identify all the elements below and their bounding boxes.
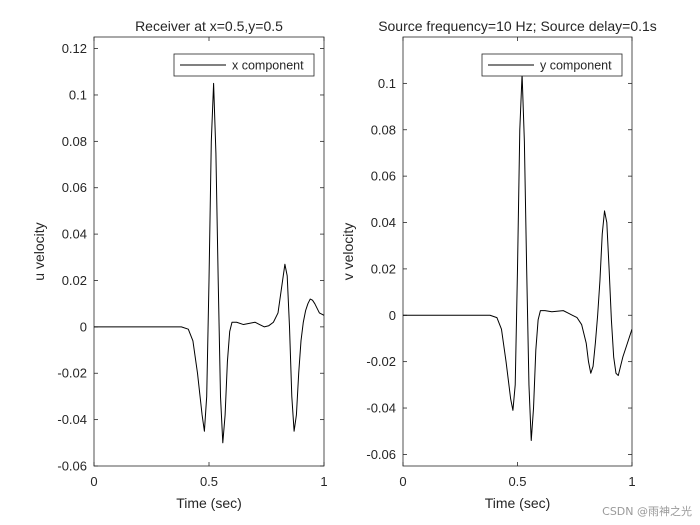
y-tick-label: 0.02 [62, 273, 87, 288]
y-tick-label: 0.04 [62, 227, 87, 242]
y-tick-label: 0 [389, 308, 396, 323]
x-tick-label: 0.5 [200, 474, 218, 489]
y-tick-label: -0.02 [57, 366, 87, 381]
chart-1: 0 0.5 1 -0.06 -0.04 -0.02 0 0.02 0.04 0.06 0.08 0.1… [31, 18, 328, 511]
legend: x component [173, 53, 315, 77]
y-tick-label: -0.04 [57, 412, 87, 427]
watermark-text: CSDN @雨神之光 [602, 505, 692, 518]
y-tick-label: 0.12 [62, 41, 87, 56]
y-tick-label: 0.02 [371, 261, 396, 276]
legend-label: y component [540, 59, 612, 73]
y-tick-label: 0.1 [69, 87, 87, 102]
y-tick-label: 0.06 [62, 180, 87, 195]
chart-title: Source frequency=10 Hz; Source delay=0.1… [378, 18, 657, 34]
series-line-1 [94, 82, 324, 444]
y-axis-label: u velocity [31, 222, 47, 280]
x-tick-label: 0.5 [508, 474, 526, 489]
y-tick-label: 0.08 [62, 134, 87, 149]
y-tick-label: 0.04 [371, 215, 396, 230]
x-axis-label: Time (sec) [485, 495, 551, 511]
y-tick-label: -0.04 [366, 401, 396, 416]
chart-2: 0 0.5 1 -0.06 -0.04 -0.02 0 0.02 0.04 0.06 0.08 0.1… [340, 18, 657, 511]
y-tick-label: 0.08 [371, 122, 396, 137]
series-line-1 [403, 73, 632, 441]
y-tick-label: 0.1 [378, 76, 396, 91]
y-tick-label: -0.06 [57, 459, 87, 474]
chart-title: Receiver at x=0.5,y=0.5 [135, 18, 283, 34]
x-tick-label: 1 [320, 474, 327, 489]
y-tick-label: -0.06 [366, 447, 396, 462]
legend-box [173, 53, 315, 77]
x-tick-label: 0 [399, 474, 406, 489]
y-tick-label: -0.02 [366, 354, 396, 369]
legend-box [481, 53, 623, 77]
legend-label: x component [232, 59, 304, 73]
x-tick-label: 1 [628, 474, 635, 489]
y-axis-label: v velocity [340, 223, 356, 281]
x-axis-label: Time (sec) [176, 495, 242, 511]
legend: y component [481, 53, 623, 77]
y-tick-label: 0 [80, 319, 87, 334]
y-tick-label: 0.06 [371, 169, 396, 184]
x-tick-label: 0 [90, 474, 97, 489]
